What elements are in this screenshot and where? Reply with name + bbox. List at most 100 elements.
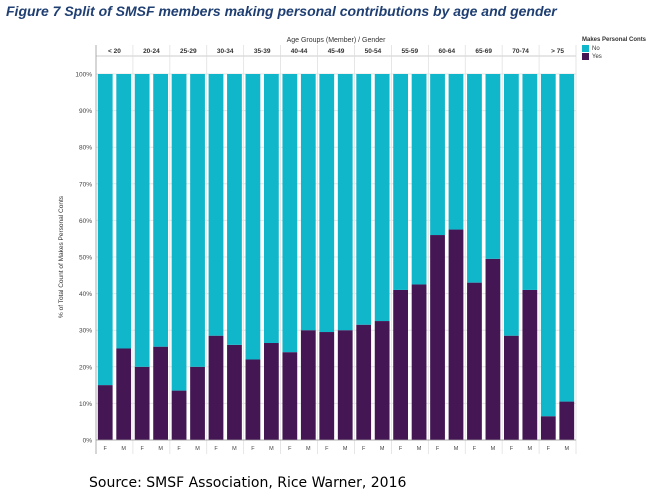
gender-tick-label: M xyxy=(343,446,348,452)
bars xyxy=(97,74,575,440)
bar-segment-yes xyxy=(374,321,390,440)
age-group-label: 70-74 xyxy=(512,48,529,55)
bar-segment-no xyxy=(485,74,501,259)
age-group-label: 45-49 xyxy=(328,48,345,55)
gender-tick-label: M xyxy=(528,446,533,452)
bar-segment-no xyxy=(540,74,556,417)
gender-tick-label: F xyxy=(436,446,440,452)
age-group-label: 30-34 xyxy=(217,48,234,55)
gender-tick-label: M xyxy=(269,446,274,452)
bar-segment-no xyxy=(356,74,372,325)
legend-item-no: No xyxy=(582,45,646,52)
age-group-label: 60-64 xyxy=(438,48,455,55)
bar-segment-no xyxy=(393,74,408,290)
age-group-header: < 20 20-24 25-29 30-34 35-39 40-44 45-49 50-54 5… xyxy=(96,45,577,454)
gender-tick-label: M xyxy=(491,446,496,452)
age-group-label: 40-44 xyxy=(291,48,308,55)
bar-segment-yes xyxy=(282,352,298,440)
bar-segment-no xyxy=(504,74,519,336)
y-tick-label: 90% xyxy=(79,108,92,115)
bar-segment-no xyxy=(190,74,205,367)
bar-segment-yes xyxy=(485,258,501,440)
gender-tick-label: F xyxy=(362,446,366,452)
gender-tick-label: M xyxy=(454,446,459,452)
y-tick-label: 80% xyxy=(79,145,92,152)
bar-segment-yes xyxy=(337,330,353,440)
gender-tick-label: M xyxy=(380,446,385,452)
bar-segment-yes xyxy=(319,332,335,440)
bar-segment-yes xyxy=(522,289,538,440)
bar-segment-no xyxy=(430,74,445,236)
bar-segment-no xyxy=(337,74,353,331)
gender-tick-label: F xyxy=(510,446,514,452)
bar-segment-yes xyxy=(227,344,242,440)
bar-segment-no xyxy=(208,74,224,336)
y-tick-label: 20% xyxy=(79,364,92,371)
bar-segment-no xyxy=(97,74,113,386)
bar-segment-no xyxy=(374,74,390,322)
age-group-label: > 75 xyxy=(551,48,564,55)
age-group-label: 35-39 xyxy=(254,48,271,55)
bar-segment-yes xyxy=(97,385,113,440)
gender-tick-label: M xyxy=(195,446,200,452)
bar-segment-no xyxy=(171,74,187,391)
bar-segment-yes xyxy=(540,416,556,440)
bar-segment-yes xyxy=(393,289,408,440)
y-tick-label: 40% xyxy=(79,291,92,298)
bar-segment-no xyxy=(264,74,279,344)
gender-tick-label: F xyxy=(325,446,329,452)
bar-segment-yes xyxy=(504,335,519,440)
y-tick-label: 60% xyxy=(79,218,92,225)
bar-segment-no xyxy=(134,74,150,367)
bar-segment-yes xyxy=(264,343,279,440)
gender-tick-label: F xyxy=(547,446,551,452)
gender-tick-label: F xyxy=(399,446,403,452)
y-axis: 0% 10% 20% 30% 40% 50% 60% 70% 80% 90% 100% xyxy=(75,45,97,454)
bar-segment-no xyxy=(522,74,538,290)
y-tick-label: 0% xyxy=(83,438,93,445)
gender-tick-label: M xyxy=(564,446,569,452)
chart-header-label: Age Groups (Member) / Gender xyxy=(287,37,386,44)
y-tick-label: 50% xyxy=(79,255,92,262)
figure-title: Figure 7 Split of SMSF members making pe… xyxy=(6,3,557,19)
bar-segment-yes xyxy=(411,284,427,440)
gender-tick-label: F xyxy=(214,446,218,452)
legend-label-no: No xyxy=(592,45,600,52)
legend-swatch-no xyxy=(582,45,589,52)
gender-tick-label: F xyxy=(251,446,255,452)
age-group-label: 65-69 xyxy=(475,48,492,55)
gender-tick-label: F xyxy=(104,446,108,452)
bar-segment-no xyxy=(448,74,464,230)
y-tick-label: 70% xyxy=(79,181,92,188)
stacked-bar-chart: Age Groups (Member) / Gender % of Total … xyxy=(58,37,577,454)
gender-tick-label: F xyxy=(288,446,292,452)
bar-segment-yes xyxy=(467,282,482,440)
gender-tick-label: M xyxy=(306,446,311,452)
gender-tick-label: M xyxy=(232,446,237,452)
gender-tick-label: F xyxy=(177,446,181,452)
bar-segment-yes xyxy=(190,366,205,440)
bar-segment-no xyxy=(153,74,168,347)
gender-tick-label: M xyxy=(158,446,163,452)
gender-tick-label: F xyxy=(473,446,477,452)
bar-segment-yes xyxy=(430,235,445,440)
legend: Makes Personal Conts No Yes xyxy=(582,37,646,61)
gender-tick-label: M xyxy=(121,446,126,452)
bar-segment-yes xyxy=(116,348,132,440)
age-group-label: < 20 xyxy=(108,48,121,55)
bar-segment-yes xyxy=(153,346,168,440)
y-axis-label: % of Total Count of Makes Personal Conts xyxy=(58,195,65,318)
bar-segment-no xyxy=(116,74,132,349)
legend-title: Makes Personal Conts xyxy=(582,37,647,43)
legend-item-yes: Yes xyxy=(582,53,646,60)
bar-segment-yes xyxy=(300,330,316,440)
bar-segment-yes xyxy=(208,335,224,440)
age-group-label: 20-24 xyxy=(143,48,160,55)
bar-segment-yes xyxy=(448,229,464,440)
gender-tick-label: F xyxy=(140,446,144,452)
bar-segment-no xyxy=(282,74,298,353)
source-note: Source: SMSF Association, Rice Warner, 2… xyxy=(89,475,407,491)
bar-segment-no xyxy=(227,74,242,345)
y-tick-label: 100% xyxy=(75,72,92,79)
